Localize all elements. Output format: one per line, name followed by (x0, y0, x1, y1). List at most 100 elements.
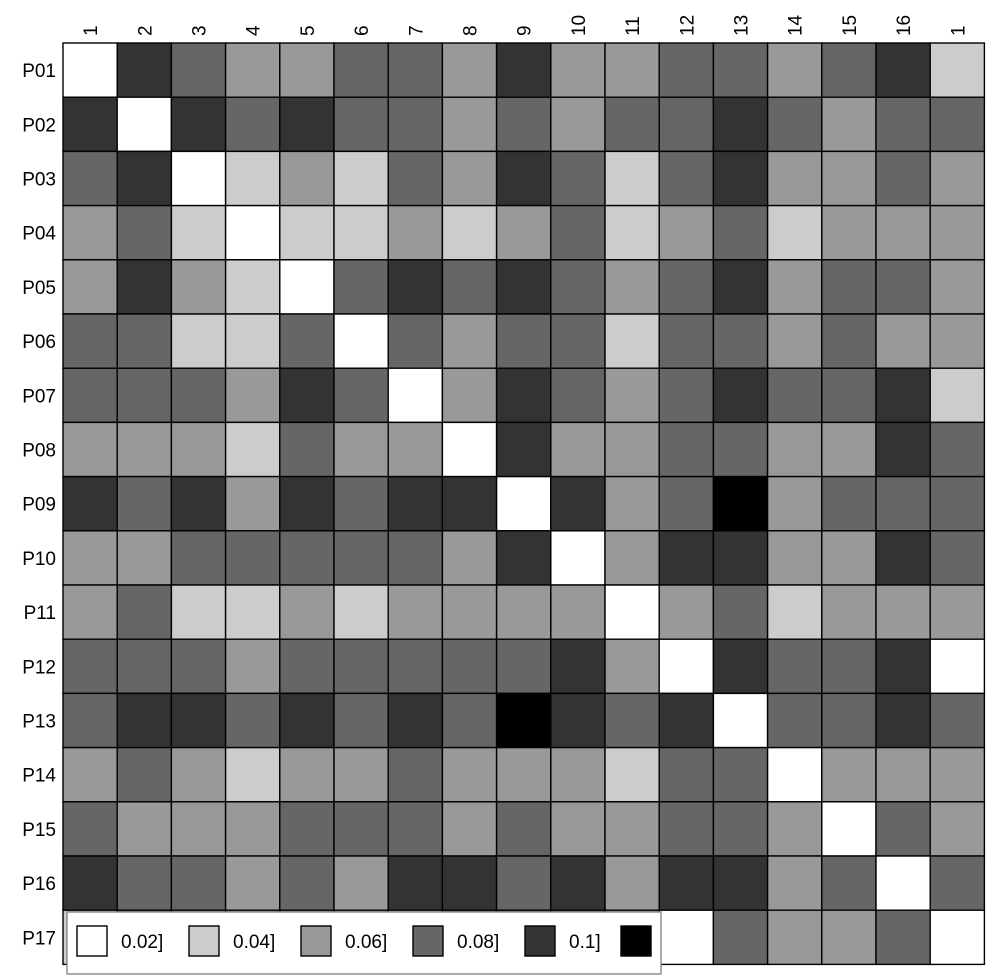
heatmap-cell (550, 746, 606, 803)
heatmap-cell (658, 530, 715, 586)
heatmap-cell (495, 692, 552, 749)
heatmap-cell (116, 204, 173, 261)
column-label: 9 (515, 25, 536, 36)
heatmap-cell (387, 259, 444, 315)
heatmap-cell (279, 259, 335, 315)
heatmap-cell (387, 638, 444, 695)
heatmap-cell (116, 855, 173, 911)
heatmap-cell (929, 313, 986, 369)
heatmap-cell (333, 204, 389, 261)
heatmap-cell (170, 421, 227, 478)
heatmap-cell (766, 96, 823, 153)
heatmap-cell (170, 584, 227, 640)
heatmap-cell (116, 801, 173, 857)
heatmap-cell (550, 421, 606, 478)
heatmap-cell (929, 638, 986, 695)
heatmap-cell (604, 475, 660, 532)
heatmap-cell (495, 96, 552, 153)
heatmap-cell (170, 42, 227, 98)
heatmap-cell (387, 746, 444, 803)
heatmap-cell (766, 530, 823, 586)
heatmap-cell (658, 259, 715, 315)
heatmap-cell (821, 746, 877, 803)
heatmap-cell (279, 746, 335, 803)
heatmap-cell (224, 475, 281, 532)
heatmap-cell (170, 638, 227, 695)
heatmap-cell (387, 313, 444, 369)
heatmap-cell (875, 204, 931, 261)
legend-label: 0.1] (569, 932, 601, 953)
heatmap-cell (387, 801, 444, 857)
heatmap-cell (116, 475, 173, 532)
heatmap-cell (929, 475, 986, 532)
heatmap-cell (279, 530, 335, 586)
heatmap-cell (279, 313, 335, 369)
heatmap-cell (62, 313, 118, 369)
heatmap-cell (929, 259, 986, 315)
legend-label: 0.04] (233, 932, 275, 953)
heatmap-cell (766, 746, 823, 803)
heatmap-cell (333, 855, 389, 911)
heatmap-cell (387, 367, 444, 424)
heatmap-cell (441, 584, 498, 640)
heatmap-cell (224, 584, 281, 640)
heatmap-cell (929, 96, 986, 153)
heatmap-cell (495, 313, 552, 369)
heatmap-cell (495, 638, 552, 695)
column-label: 12 (677, 15, 698, 36)
heatmap-cell (712, 150, 769, 207)
heatmap-cell (224, 421, 281, 478)
row-label: P13 (22, 712, 56, 733)
heatmap-cell (766, 421, 823, 478)
row-label: P08 (22, 441, 56, 462)
heatmap-cell (766, 909, 823, 966)
heatmap-cell (766, 692, 823, 749)
heatmap-cell (224, 746, 281, 803)
heatmap-cell (604, 150, 660, 207)
heatmap-cell (821, 96, 877, 153)
heatmap-cell (495, 746, 552, 803)
heatmap-cell (929, 801, 986, 857)
row-label: P02 (22, 115, 56, 136)
heatmap-cell (929, 42, 986, 98)
heatmap-cell (658, 475, 715, 532)
heatmap-cell (658, 584, 715, 640)
column-label: 3 (190, 25, 211, 36)
legend: 0.02] 0.04] 0.06] 0.08] 0.1] (66, 911, 662, 975)
heatmap-cell (333, 746, 389, 803)
heatmap-cell (441, 421, 498, 478)
heatmap-cell (333, 638, 389, 695)
heatmap-cell (170, 313, 227, 369)
heatmap-cell (333, 584, 389, 640)
heatmap-cell (821, 150, 877, 207)
heatmap-cell (441, 313, 498, 369)
heatmap-cell (929, 421, 986, 478)
heatmap-cell (821, 801, 877, 857)
heatmap-cell (929, 530, 986, 586)
heatmap-cell (875, 692, 931, 749)
heatmap-cell (875, 42, 931, 98)
heatmap-cell (766, 801, 823, 857)
heatmap-cell (929, 855, 986, 911)
heatmap-cell (821, 638, 877, 695)
heatmap-cell (495, 150, 552, 207)
row-label: P11 (24, 603, 56, 624)
row-label: P01 (22, 61, 56, 82)
heatmap-cell (821, 367, 877, 424)
heatmap-cell (821, 584, 877, 640)
heatmap-cell (766, 638, 823, 695)
heatmap-cell (224, 855, 281, 911)
legend-label: 0.02] (121, 932, 163, 953)
heatmap-cell (116, 584, 173, 640)
heatmap-cell (224, 692, 281, 749)
heatmap-cell (116, 96, 173, 153)
heatmap-cell (821, 530, 877, 586)
heatmap-cell (658, 692, 715, 749)
heatmap-cell (604, 204, 660, 261)
heatmap-cell (170, 150, 227, 207)
heatmap-cell (62, 96, 118, 153)
heatmap-cell (62, 204, 118, 261)
heatmap-cell (550, 855, 606, 911)
heatmap-cell (712, 204, 769, 261)
